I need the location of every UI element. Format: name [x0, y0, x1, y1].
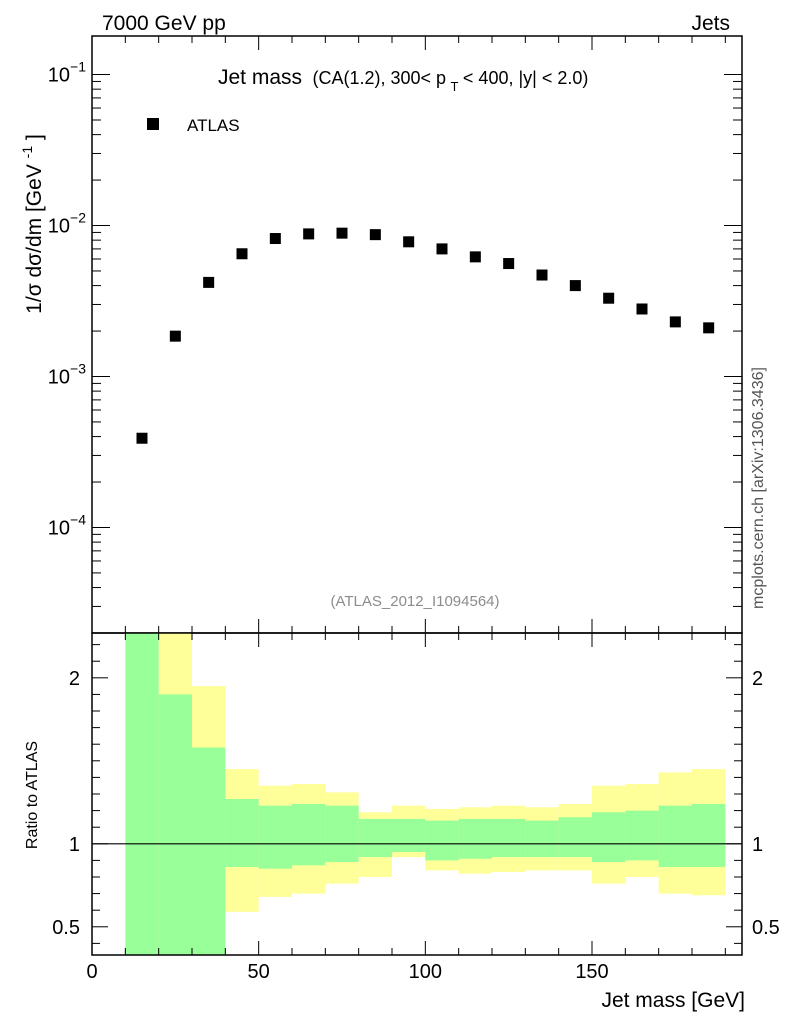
ratio-band-inner — [392, 818, 426, 853]
ratio-uncertainty-bands — [125, 633, 726, 955]
ratio-band-inner — [192, 747, 226, 955]
main-y-tick-label: 10−1 — [48, 59, 86, 87]
data-point — [669, 316, 681, 328]
ratio-y-tick-label: 1 — [69, 834, 80, 856]
plot-title: Jet mass (CA(1.2), 300< p T < 400, |y| <… — [218, 66, 588, 95]
legend-marker — [147, 118, 159, 130]
data-point — [436, 243, 448, 255]
data-point — [203, 276, 215, 288]
main-y-tick-label: 10−4 — [48, 511, 86, 539]
data-point — [169, 330, 181, 342]
ratio-band-inner — [492, 818, 526, 858]
header-energy-label: 7000 GeV pp — [102, 12, 226, 35]
data-point — [303, 228, 315, 240]
ratio-y-tick-label-right: 0.5 — [752, 917, 780, 939]
ratio-band-inner — [658, 805, 692, 868]
ratio-band-inner — [125, 633, 159, 955]
ratio-band-inner — [525, 820, 559, 858]
main-y-tick-label: 10−2 — [48, 210, 86, 238]
ratio-panel: 0 50 100 150 2 2 1 1 0.5 0.5 Ratio to ATLAS Jet m… — [24, 632, 780, 1012]
main-panel: 10−1 10−2 10−3 10−4 Jet mass (CA(1.2), 300<… — [14, 35, 743, 634]
ratio-band-inner — [258, 805, 292, 869]
ratio-y-tick-label-right: 2 — [752, 668, 763, 690]
legend-label-atlas: ATLAS — [187, 116, 240, 135]
main-plot-area — [92, 36, 742, 633]
main-y-axis-label: 1/σ dσ/dm [GeV -1 ] — [14, 134, 46, 314]
data-point — [269, 233, 281, 245]
ratio-plot-frame — [91, 632, 743, 956]
ratio-band-inner — [225, 798, 259, 868]
data-point — [636, 303, 648, 315]
x-axis-label: Jet mass [GeV] — [601, 989, 745, 1012]
ratio-y-tick-label-right: 1 — [752, 834, 763, 856]
ratio-band-inner — [325, 805, 359, 863]
data-point — [469, 251, 481, 263]
data-point — [136, 432, 148, 444]
data-point — [369, 229, 381, 241]
side-source-label: mcplots.cern.ch [arXiv:1306.3436] — [750, 367, 767, 609]
data-points — [136, 227, 715, 444]
ratio-y-tick-label: 2 — [69, 668, 80, 690]
ratio-band-inner — [158, 694, 192, 955]
x-tick-label: 100 — [409, 961, 442, 983]
data-point — [569, 280, 581, 292]
main-y-tick-label: 10−3 — [48, 360, 86, 388]
data-point — [536, 269, 548, 281]
data-point — [503, 258, 515, 270]
ratio-band-inner — [592, 812, 626, 863]
x-tick-label: 150 — [575, 961, 608, 983]
ratio-y-axis-label: Ratio to ATLAS — [24, 741, 41, 849]
header-category-label: Jets — [691, 12, 730, 35]
data-point — [703, 322, 715, 334]
ratio-band-inner — [358, 818, 392, 858]
ratio-band-inner — [425, 820, 459, 861]
main-axis-ticks: 10−1 10−2 10−3 10−4 — [48, 36, 742, 634]
ratio-band-inner — [625, 810, 659, 861]
ratio-band-inner — [558, 817, 592, 858]
ratio-band-inner — [458, 818, 492, 859]
ratio-band-inner — [692, 803, 726, 868]
x-tick-label: 0 — [86, 961, 97, 983]
data-point — [603, 292, 615, 304]
ratio-band-inner — [292, 803, 326, 866]
analysis-id-label: (ATLAS_2012_I1094564) — [330, 593, 499, 610]
data-point — [336, 227, 348, 239]
data-point — [236, 248, 248, 260]
ratio-y-tick-label: 0.5 — [52, 917, 80, 939]
data-point — [403, 236, 415, 248]
x-tick-label: 50 — [248, 961, 270, 983]
